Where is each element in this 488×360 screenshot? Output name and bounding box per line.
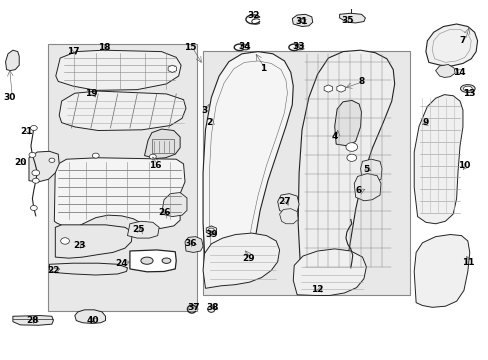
- Ellipse shape: [463, 86, 471, 91]
- Text: 19: 19: [84, 89, 97, 98]
- Polygon shape: [127, 221, 159, 238]
- Polygon shape: [413, 234, 469, 307]
- Circle shape: [149, 154, 156, 159]
- Text: 11: 11: [461, 258, 473, 267]
- Text: 18: 18: [98, 43, 110, 52]
- Text: 1: 1: [260, 64, 265, 73]
- Circle shape: [92, 153, 99, 158]
- Polygon shape: [292, 14, 312, 27]
- Polygon shape: [425, 24, 477, 66]
- Text: 39: 39: [204, 230, 217, 239]
- Text: 36: 36: [184, 239, 197, 248]
- Polygon shape: [413, 95, 462, 224]
- Text: 32: 32: [246, 11, 259, 20]
- Polygon shape: [75, 310, 105, 323]
- Circle shape: [61, 238, 69, 244]
- Text: 30: 30: [4, 93, 16, 102]
- Text: 33: 33: [292, 42, 305, 51]
- Text: 34: 34: [238, 42, 250, 51]
- Text: 23: 23: [73, 241, 86, 250]
- Polygon shape: [353, 174, 380, 201]
- Circle shape: [49, 158, 55, 162]
- Polygon shape: [13, 316, 53, 325]
- Text: 22: 22: [47, 266, 60, 275]
- Polygon shape: [54, 158, 184, 228]
- Polygon shape: [279, 209, 298, 224]
- Text: 12: 12: [311, 285, 323, 294]
- Polygon shape: [298, 50, 394, 274]
- Polygon shape: [59, 91, 185, 131]
- Circle shape: [32, 178, 39, 183]
- Text: 10: 10: [457, 161, 469, 170]
- Text: 27: 27: [278, 197, 290, 206]
- Polygon shape: [293, 249, 366, 296]
- Text: 20: 20: [14, 158, 26, 167]
- Polygon shape: [29, 151, 59, 182]
- Text: 35: 35: [341, 16, 353, 25]
- Circle shape: [346, 154, 356, 161]
- Ellipse shape: [207, 306, 215, 312]
- Text: 37: 37: [186, 303, 199, 312]
- Polygon shape: [360, 159, 381, 183]
- Text: 7: 7: [459, 36, 465, 45]
- Text: 31: 31: [295, 17, 307, 26]
- Bar: [48, 44, 197, 311]
- Polygon shape: [277, 194, 299, 214]
- Text: 16: 16: [149, 161, 162, 170]
- Ellipse shape: [162, 258, 170, 264]
- Text: 29: 29: [242, 254, 254, 263]
- Circle shape: [208, 228, 214, 232]
- Polygon shape: [130, 250, 176, 272]
- Circle shape: [345, 143, 357, 151]
- Polygon shape: [184, 237, 203, 252]
- Text: 15: 15: [183, 43, 196, 52]
- Text: 8: 8: [358, 77, 364, 86]
- Polygon shape: [339, 13, 365, 23]
- Circle shape: [30, 126, 37, 131]
- Text: 14: 14: [452, 68, 465, 77]
- Text: 3: 3: [201, 105, 207, 114]
- Polygon shape: [56, 50, 181, 90]
- Ellipse shape: [141, 257, 153, 264]
- Bar: [203, 51, 409, 295]
- Text: 26: 26: [158, 208, 170, 217]
- Text: 13: 13: [462, 89, 474, 98]
- Polygon shape: [334, 100, 361, 146]
- Text: 6: 6: [355, 186, 362, 195]
- Text: 40: 40: [86, 316, 99, 325]
- Polygon shape: [161, 193, 186, 217]
- Text: 38: 38: [206, 303, 219, 312]
- Ellipse shape: [460, 85, 474, 93]
- Text: 21: 21: [20, 127, 32, 136]
- Text: 24: 24: [115, 259, 128, 268]
- Polygon shape: [49, 263, 127, 275]
- Circle shape: [29, 152, 36, 157]
- Text: 2: 2: [206, 118, 212, 127]
- Text: 28: 28: [26, 316, 39, 325]
- Text: 5: 5: [363, 165, 369, 174]
- Polygon shape: [203, 233, 279, 288]
- Bar: [152, 139, 173, 153]
- Text: 9: 9: [422, 118, 428, 127]
- Polygon shape: [435, 64, 454, 77]
- Polygon shape: [203, 51, 293, 277]
- Text: 17: 17: [66, 47, 79, 56]
- Polygon shape: [144, 129, 180, 158]
- Polygon shape: [5, 50, 19, 71]
- Text: 25: 25: [132, 225, 144, 234]
- Polygon shape: [55, 225, 132, 258]
- Text: 4: 4: [331, 132, 337, 141]
- Circle shape: [30, 206, 37, 211]
- Circle shape: [32, 170, 40, 176]
